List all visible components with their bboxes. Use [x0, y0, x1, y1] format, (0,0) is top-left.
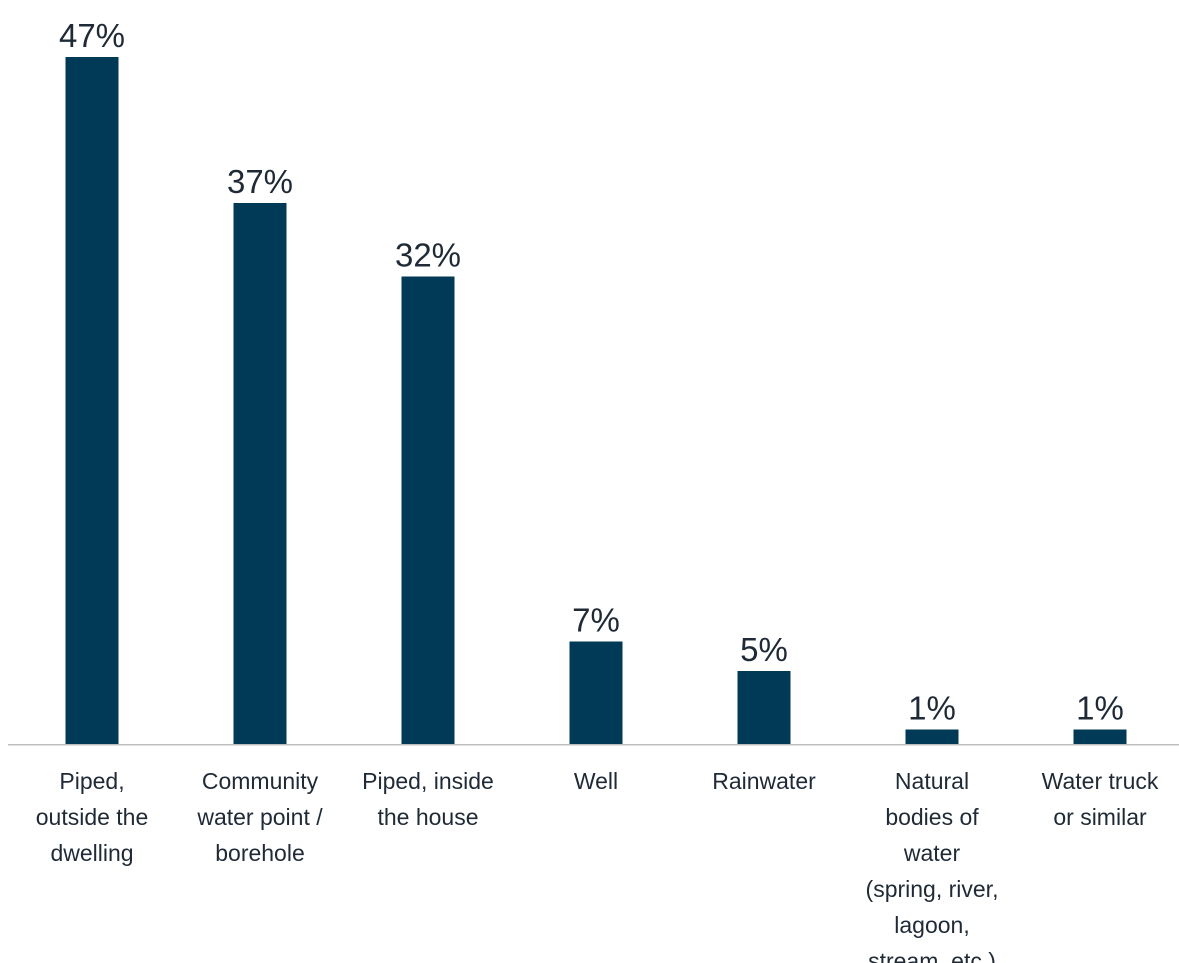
bar-value-label: 47%	[59, 17, 125, 54]
category-label-line: stream, etc.)	[868, 948, 996, 963]
category-label-line: dwelling	[50, 840, 133, 866]
bar	[401, 276, 455, 744]
category-label-line: or similar	[1053, 804, 1147, 830]
category-label-line: (spring, river,	[866, 876, 999, 902]
category-label: Natural bodies of water (spring, river, lago…	[866, 768, 999, 963]
category-label: Piped, inside the house	[362, 768, 494, 830]
category-label-line: bodies of	[885, 804, 979, 830]
bar-value-label: 7%	[572, 602, 620, 639]
bar-value-label: 5%	[740, 631, 788, 668]
value-labels-group: 47% 37% 32% 7% 5% 1% 1%	[59, 17, 1124, 726]
bar-value-label: 1%	[908, 689, 956, 726]
category-label: Well	[574, 768, 618, 794]
category-label-line: Rainwater	[712, 768, 816, 794]
category-labels-group: Piped, outside the dwelling Community water …	[36, 768, 1159, 963]
bar	[905, 729, 959, 744]
category-label: Rainwater	[712, 768, 816, 794]
bar-value-label: 32%	[395, 236, 461, 273]
category-label-line: lagoon,	[894, 912, 969, 938]
bar-value-label: 37%	[227, 163, 293, 200]
bar	[569, 641, 623, 744]
category-label-line: Piped,	[59, 768, 124, 794]
bar	[233, 203, 287, 744]
category-label: Water truck or similar	[1042, 768, 1159, 830]
category-label-line: Natural	[895, 768, 969, 794]
bar	[1073, 729, 1127, 744]
category-label: Community water point / borehole	[196, 768, 323, 866]
category-label-line: the house	[377, 804, 478, 830]
bar	[65, 57, 119, 744]
category-label-line: Piped, inside	[362, 768, 494, 794]
category-label-line: Water truck	[1042, 768, 1159, 794]
category-label-line: water point /	[196, 804, 323, 830]
category-label-line: Community	[202, 768, 319, 794]
category-label-line: Well	[574, 768, 618, 794]
category-label-line: water	[903, 840, 961, 866]
bar	[737, 670, 791, 744]
category-label-line: outside the	[36, 804, 149, 830]
bar-value-label: 1%	[1076, 689, 1124, 726]
bars-group	[65, 57, 1127, 744]
category-label: Piped, outside the dwelling	[36, 768, 149, 866]
category-label-line: borehole	[215, 840, 305, 866]
